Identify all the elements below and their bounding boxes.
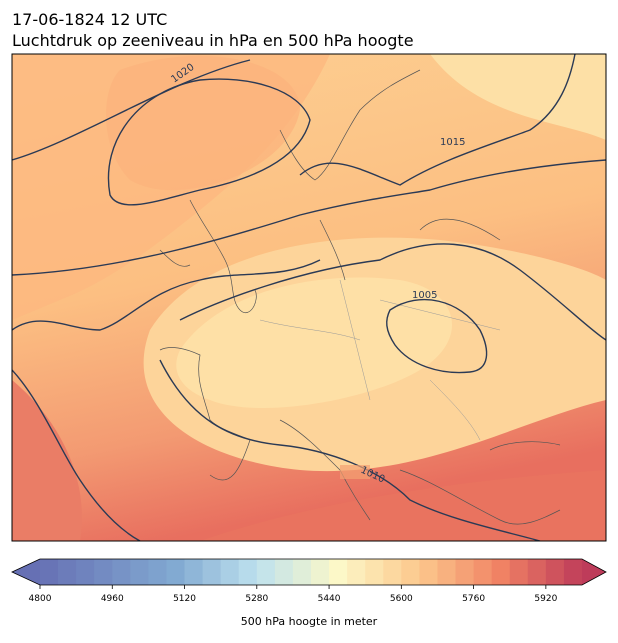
colorbar-segment [94,559,113,585]
colorbar-segment [545,559,565,585]
colorbar-segment [148,559,167,585]
colorbar-segment [329,559,348,585]
colorbar-segment [238,559,258,585]
contour-label: 1005 [412,290,437,301]
contour-label: 1015 [440,137,465,148]
colorbar-segment [365,559,384,585]
colorbar-segment [527,559,547,585]
colorbar-segment [112,559,131,585]
map-frame [11,53,607,542]
colorbar-segment [473,559,493,585]
x-tick-label: 4800 [29,594,52,604]
colorbar-segment [563,559,583,585]
x-tick-label: 5600 [390,594,413,604]
colorbar-segment [347,559,366,585]
x-tick-label: 5920 [534,594,557,604]
x-tick-label: 5120 [173,594,196,604]
colorbar-extend-low [12,559,40,585]
chart-title: Luchtdruk op zeeniveau in hPa en 500 hPa… [12,31,414,50]
x-tick-label: 5280 [245,594,268,604]
colorbar-segment [76,559,95,585]
colorbar-segment [256,559,276,585]
colorbar-segment [491,559,511,585]
colorbar-segment [58,559,77,585]
colorbar-segment [40,559,59,585]
colorbar-segment [220,559,240,585]
colorbar-segment [383,559,402,585]
colorbar-segment [401,559,420,585]
x-tick-label: 5440 [318,594,341,604]
date-title: 17-06-1824 12 UTC [12,10,167,29]
colorbar-segment [166,559,186,585]
x-tick-label: 4960 [101,594,124,604]
colorbar-outline [11,558,607,586]
colorbar-segment [274,559,294,585]
colorbar-segment [509,559,529,585]
colorbar-extend-high [582,559,606,585]
colorbar-segment [419,559,438,585]
colorbar-segment [292,559,312,585]
colorbar-label: 500 hPa hoogte in meter [241,615,378,628]
colorbar-segment [455,559,475,585]
x-tick-label: 5760 [462,594,485,604]
colorbar-segment [202,559,222,585]
colorbar: 4800 4960 5120 5280 5440 5600 5760 5920 [11,558,607,604]
colorbar-segment [184,559,204,585]
colorbar-segment [437,559,457,585]
colorbar-segment [311,559,330,585]
colorbar-segment [130,559,149,585]
map: 1020 1015 1005 1010 [12,54,606,541]
